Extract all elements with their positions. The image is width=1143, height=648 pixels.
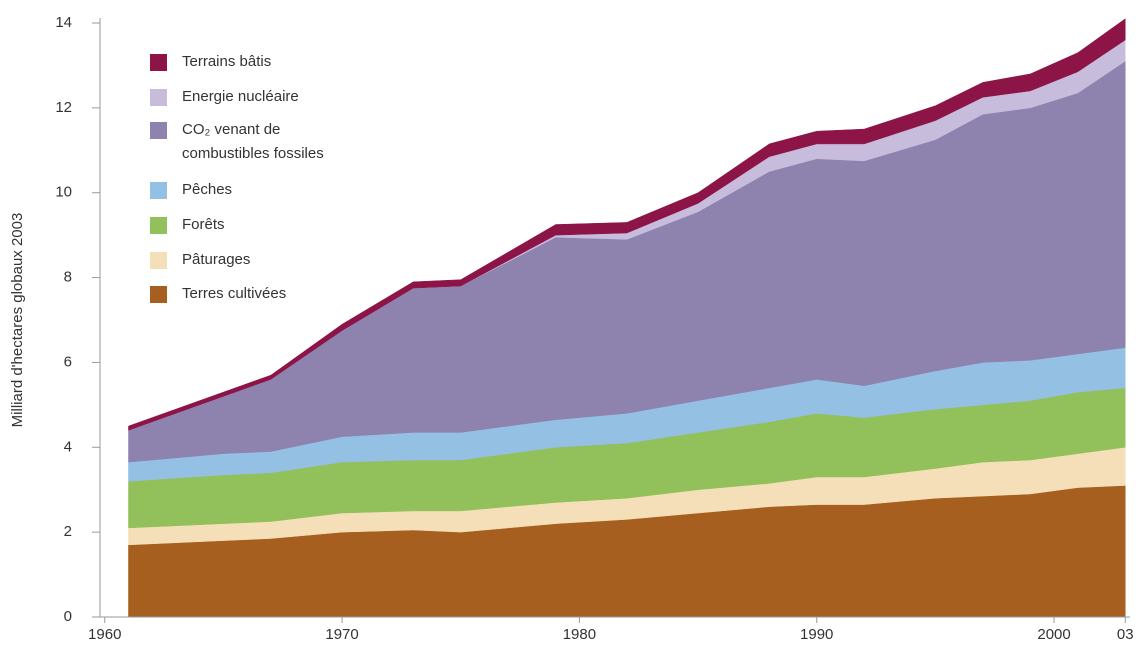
y-tick-label: 0	[64, 608, 72, 625]
legend-label: Pêches	[182, 181, 232, 198]
legend-swatch	[150, 54, 167, 71]
legend-swatch	[150, 217, 167, 234]
x-tick-label: 2000	[1037, 626, 1070, 643]
y-tick-label: 14	[55, 14, 72, 31]
x-tick-label: 1990	[800, 626, 833, 643]
x-tick-label: 1960	[88, 626, 121, 643]
legend-swatch	[150, 122, 167, 139]
x-tick-label: 1980	[563, 626, 596, 643]
x-tick-label: 1970	[325, 626, 358, 643]
area	[128, 18, 1126, 431]
legend-label: CO₂ venant de combustibles fossiles	[182, 121, 324, 162]
legend-swatch	[150, 252, 167, 269]
y-tick-label: 8	[64, 269, 72, 286]
y-tick-label: 4	[64, 438, 72, 455]
y-tick-label: 12	[55, 99, 72, 116]
x-tick-label: 03	[1117, 626, 1134, 643]
legend-label: Pâturages	[182, 251, 250, 268]
legend-label: Energie nucléaire	[182, 88, 299, 105]
y-tick-label: 6	[64, 353, 72, 370]
y-axis-label: Milliard d'hectares globaux 2003	[9, 213, 26, 428]
y-tick-label: 10	[55, 184, 72, 201]
legend-label: Terres cultivées	[182, 285, 286, 302]
legend-swatch	[150, 182, 167, 199]
legend-swatch	[150, 89, 167, 106]
legend-swatch	[150, 286, 167, 303]
legend-label: Forêts	[182, 216, 225, 233]
y-tick-label: 2	[64, 523, 72, 540]
legend-label: Terrains bâtis	[182, 53, 271, 70]
